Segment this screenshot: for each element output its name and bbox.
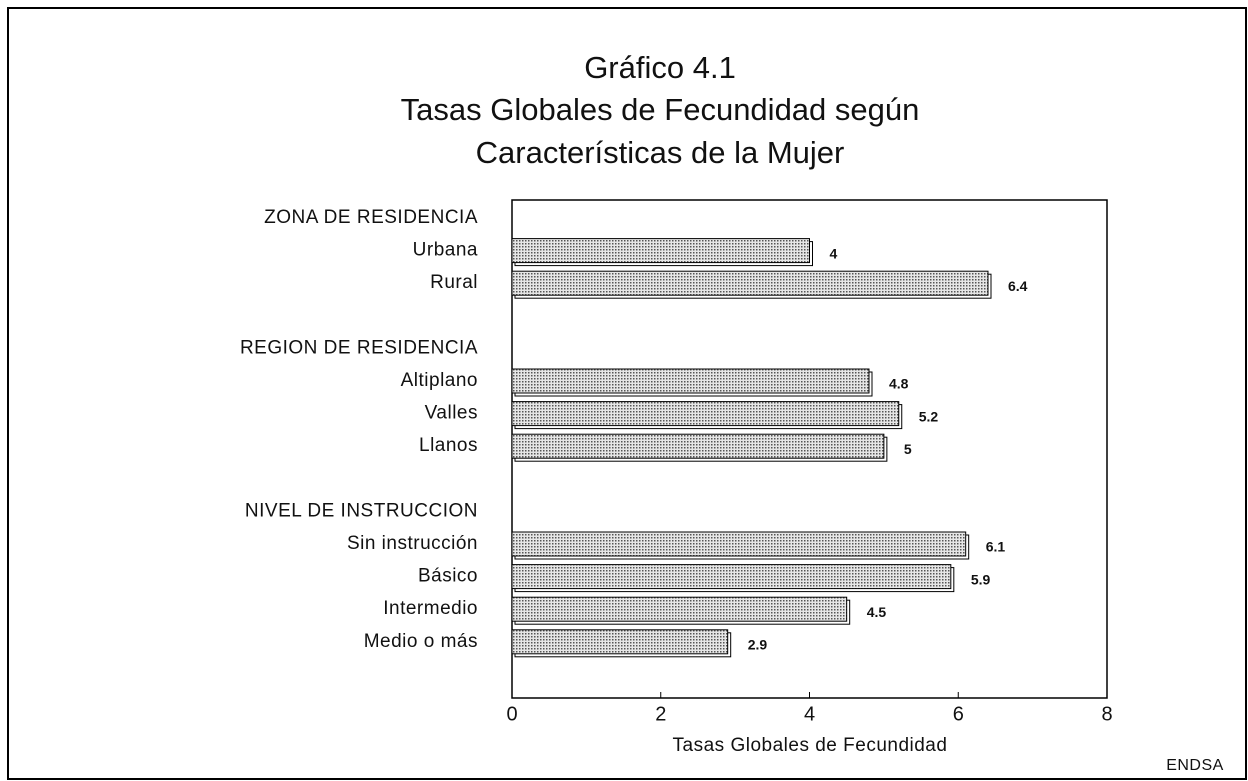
bar xyxy=(511,564,952,590)
y-tick-label: Llanos xyxy=(419,435,478,456)
bar xyxy=(511,596,848,622)
value-label: 6.4 xyxy=(1008,278,1028,294)
value-label: 5.9 xyxy=(971,571,991,587)
chart-title: Gráfico 4.1 xyxy=(584,50,736,85)
bar xyxy=(511,531,967,557)
x-axis-label: Tasas Globales de Fecundidad xyxy=(673,735,948,756)
value-label: 4.8 xyxy=(889,376,909,392)
chart-title: Tasas Globales de Fecundidad según xyxy=(401,92,920,127)
y-tick-label: Valles xyxy=(425,403,478,424)
y-tick-label: Rural xyxy=(430,272,478,293)
bar xyxy=(511,401,900,427)
y-tick-label: Sin instrucción xyxy=(347,533,478,554)
bar xyxy=(511,238,810,264)
bar xyxy=(511,368,870,394)
x-tick-label: 8 xyxy=(1101,703,1112,725)
value-label: 6.1 xyxy=(986,539,1006,555)
x-tick-label: 6 xyxy=(953,703,964,725)
value-label: 5.2 xyxy=(919,408,939,424)
bar xyxy=(511,433,885,459)
value-label: 5 xyxy=(904,441,912,457)
y-tick-label: Intermedio xyxy=(383,598,478,619)
x-tick-label: 2 xyxy=(655,703,666,725)
y-tick-label: Altiplano xyxy=(401,370,478,391)
y-tick-label: Básico xyxy=(418,566,478,587)
value-label: 4.5 xyxy=(867,604,887,620)
group-label: ZONA DE RESIDENCIA xyxy=(264,207,478,228)
group-label: REGION DE RESIDENCIA xyxy=(240,337,478,358)
value-label: 2.9 xyxy=(748,637,768,653)
x-tick-label: 4 xyxy=(804,703,815,725)
chart-title: Características de la Mujer xyxy=(476,135,845,170)
group-label: NIVEL DE INSTRUCCION xyxy=(245,500,478,521)
value-label: 4 xyxy=(830,245,838,261)
bar xyxy=(511,270,989,296)
y-tick-label: Medio o más xyxy=(364,631,478,652)
x-tick-label: 0 xyxy=(506,703,517,725)
frame xyxy=(7,7,1247,780)
bar xyxy=(511,629,729,655)
y-tick-label: Urbana xyxy=(413,240,478,261)
source: ENDSA xyxy=(1166,757,1224,774)
